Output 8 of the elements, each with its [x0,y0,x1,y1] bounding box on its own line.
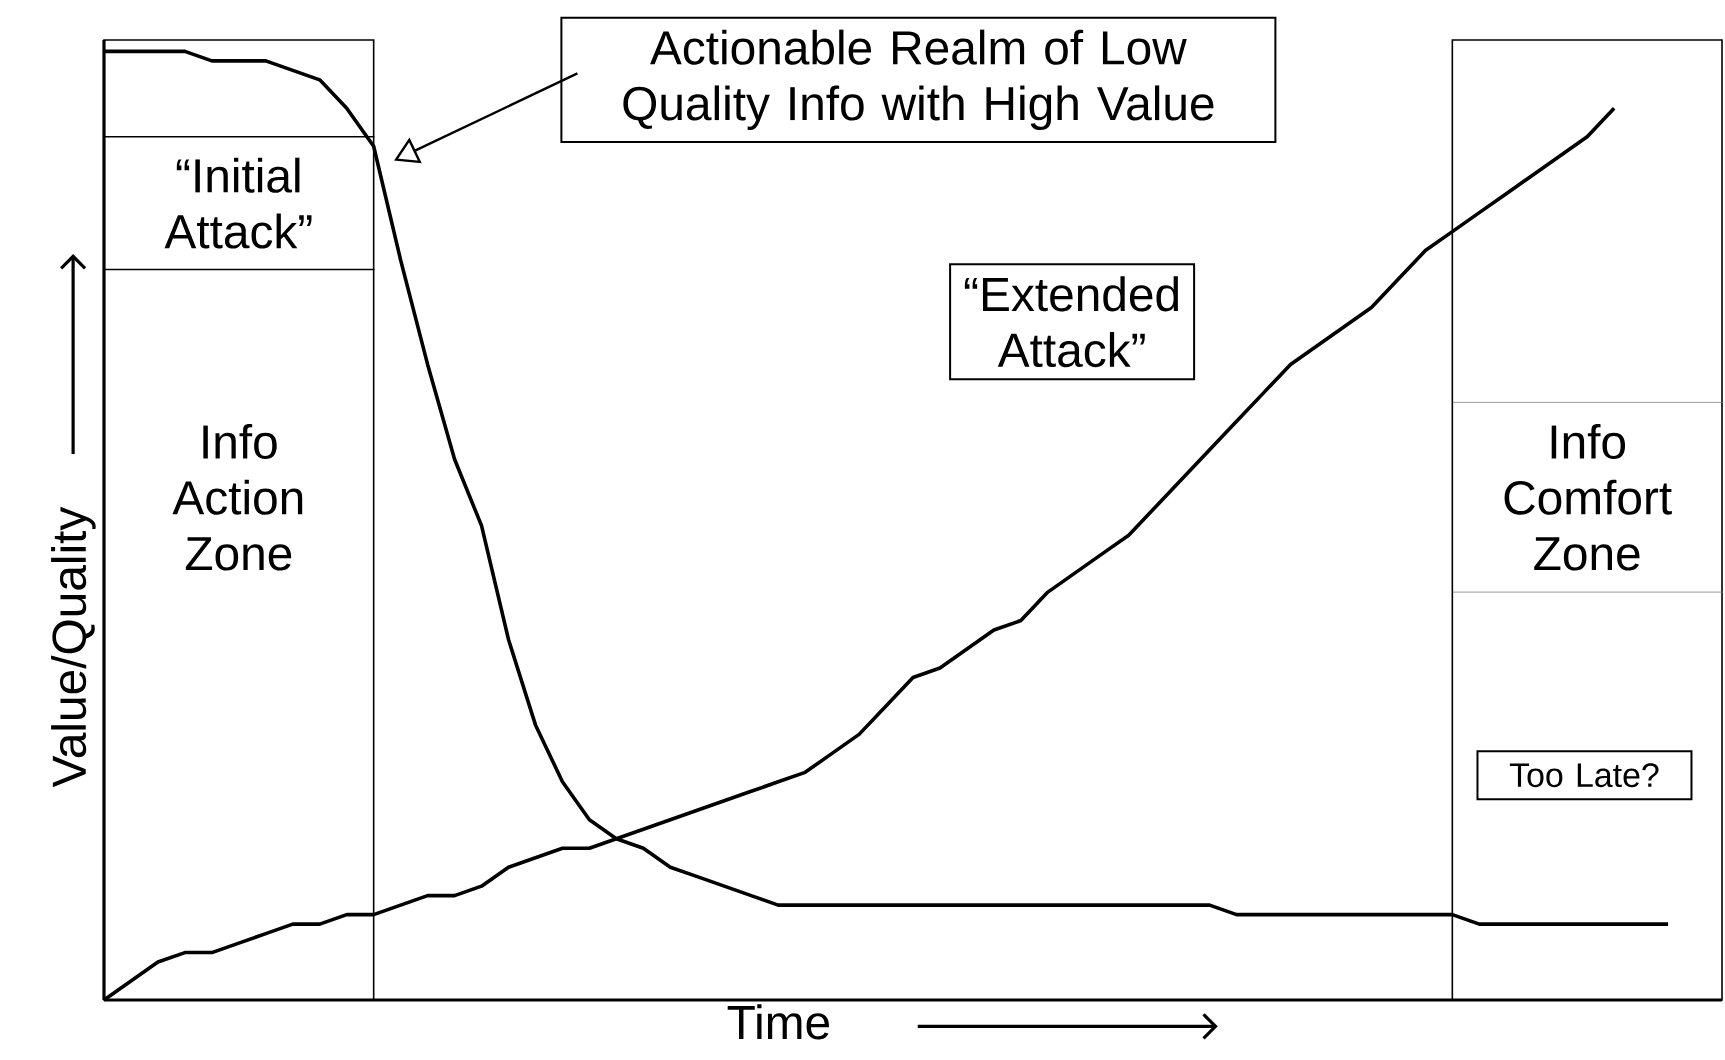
annotation: Too Late? [1509,763,1659,788]
annotation: Actionable Realm of Low Quality Info with High Value [623,29,1214,131]
annotation: Info Comfort Zone [1504,423,1672,571]
y-axis-title: Value/Quality [51,506,96,788]
x-axis-title: Time [727,1004,830,1040]
annotation: “Extended Attack” [964,276,1178,368]
annotation: “Initial Attack” [164,157,312,249]
annotation: Info Action Zone [172,423,303,571]
